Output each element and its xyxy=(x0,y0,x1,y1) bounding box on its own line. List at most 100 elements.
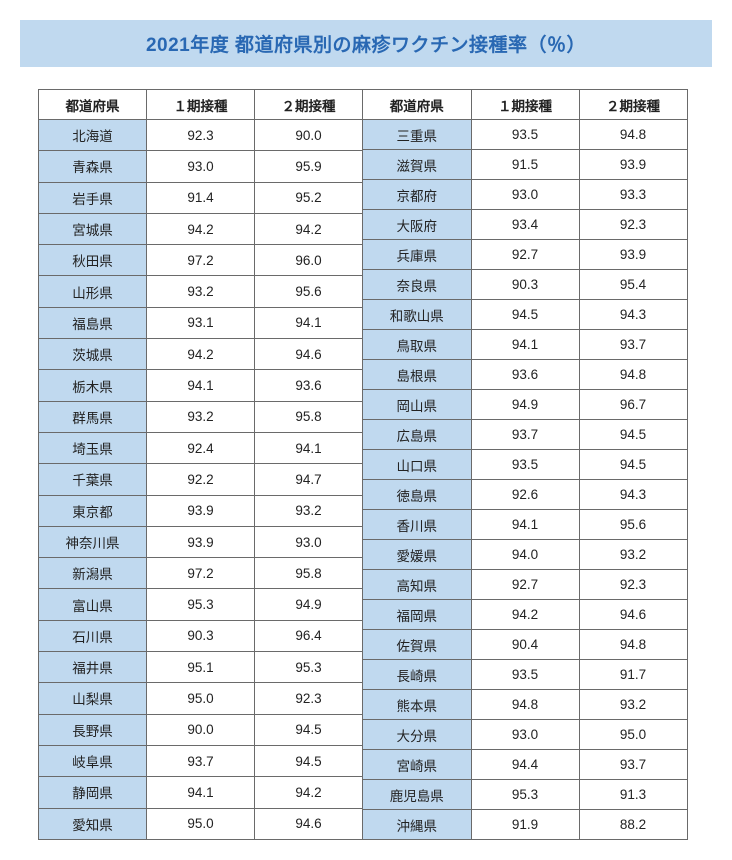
second-dose-cell: 95.6 xyxy=(579,510,687,540)
first-dose-cell: 91.5 xyxy=(471,150,579,180)
first-dose-cell: 93.2 xyxy=(147,276,255,307)
first-dose-cell: 91.4 xyxy=(147,182,255,213)
table-row: 青森県93.095.9 xyxy=(39,151,363,182)
table-row: 大阪府93.492.3 xyxy=(363,210,687,240)
first-dose-cell: 94.2 xyxy=(147,339,255,370)
first-dose-cell: 93.7 xyxy=(471,420,579,450)
second-dose-cell: 95.0 xyxy=(579,720,687,750)
table-row: 静岡県94.194.2 xyxy=(39,777,363,808)
prefecture-cell: 鳥取県 xyxy=(363,330,471,360)
table-row: 和歌山県94.594.3 xyxy=(363,300,687,330)
table-row: 秋田県97.296.0 xyxy=(39,245,363,276)
prefecture-cell: 愛媛県 xyxy=(363,540,471,570)
table-row: 岩手県91.495.2 xyxy=(39,182,363,213)
second-dose-cell: 93.3 xyxy=(579,180,687,210)
prefecture-cell: 沖縄県 xyxy=(363,810,471,840)
second-dose-cell: 90.0 xyxy=(255,120,363,151)
prefecture-cell: 広島県 xyxy=(363,420,471,450)
table-row: 島根県93.694.8 xyxy=(363,360,687,390)
first-dose-cell: 94.5 xyxy=(471,300,579,330)
vaccination-table-left: 都道府県 １期接種 ２期接種 北海道92.390.0青森県93.095.9岩手県… xyxy=(38,89,363,840)
table-row: 東京都93.993.2 xyxy=(39,495,363,526)
first-dose-cell: 95.1 xyxy=(147,652,255,683)
table-row: 鹿児島県95.391.3 xyxy=(363,780,687,810)
first-dose-cell: 91.9 xyxy=(471,810,579,840)
prefecture-cell: 京都府 xyxy=(363,180,471,210)
prefecture-cell: 群馬県 xyxy=(39,401,147,432)
prefecture-cell: 神奈川県 xyxy=(39,526,147,557)
table-row: 長野県90.094.5 xyxy=(39,714,363,745)
second-dose-cell: 94.1 xyxy=(255,432,363,463)
first-dose-cell: 97.2 xyxy=(147,245,255,276)
table-row: 福岡県94.294.6 xyxy=(363,600,687,630)
prefecture-cell: 茨城県 xyxy=(39,339,147,370)
second-dose-cell: 88.2 xyxy=(579,810,687,840)
prefecture-cell: 兵庫県 xyxy=(363,240,471,270)
first-dose-cell: 95.3 xyxy=(147,589,255,620)
prefecture-cell: 山口県 xyxy=(363,450,471,480)
prefecture-cell: 栃木県 xyxy=(39,370,147,401)
prefecture-cell: 佐賀県 xyxy=(363,630,471,660)
prefecture-cell: 島根県 xyxy=(363,360,471,390)
table-row: 佐賀県90.494.8 xyxy=(363,630,687,660)
first-dose-cell: 94.9 xyxy=(471,390,579,420)
second-dose-cell: 95.9 xyxy=(255,151,363,182)
first-dose-cell: 94.1 xyxy=(471,510,579,540)
table-row: 神奈川県93.993.0 xyxy=(39,526,363,557)
prefecture-cell: 三重県 xyxy=(363,120,471,150)
second-dose-cell: 93.9 xyxy=(579,150,687,180)
first-dose-cell: 93.1 xyxy=(147,307,255,338)
prefecture-cell: 山梨県 xyxy=(39,683,147,714)
second-dose-cell: 93.2 xyxy=(255,495,363,526)
second-dose-cell: 96.4 xyxy=(255,620,363,651)
first-dose-cell: 90.3 xyxy=(471,270,579,300)
table-row: 宮城県94.294.2 xyxy=(39,213,363,244)
vaccination-table-right: 都道府県 １期接種 ２期接種 三重県93.594.8滋賀県91.593.9京都府… xyxy=(363,89,688,840)
first-dose-cell: 94.1 xyxy=(147,777,255,808)
table-row: 山口県93.594.5 xyxy=(363,450,687,480)
first-dose-cell: 93.9 xyxy=(147,495,255,526)
table-row: 福島県93.194.1 xyxy=(39,307,363,338)
second-dose-cell: 96.0 xyxy=(255,245,363,276)
first-dose-cell: 95.0 xyxy=(147,808,255,839)
second-dose-cell: 95.6 xyxy=(255,276,363,307)
prefecture-cell: 長崎県 xyxy=(363,660,471,690)
second-dose-cell: 92.3 xyxy=(579,210,687,240)
header-first-dose: １期接種 xyxy=(147,90,255,120)
table-row: 石川県90.396.4 xyxy=(39,620,363,651)
second-dose-cell: 95.8 xyxy=(255,558,363,589)
second-dose-cell: 93.9 xyxy=(579,240,687,270)
first-dose-cell: 90.4 xyxy=(471,630,579,660)
prefecture-cell: 山形県 xyxy=(39,276,147,307)
table-row: 広島県93.794.5 xyxy=(363,420,687,450)
second-dose-cell: 94.6 xyxy=(255,339,363,370)
table-row: 福井県95.195.3 xyxy=(39,652,363,683)
second-dose-cell: 94.3 xyxy=(579,300,687,330)
second-dose-cell: 94.8 xyxy=(579,630,687,660)
prefecture-cell: 香川県 xyxy=(363,510,471,540)
first-dose-cell: 95.0 xyxy=(147,683,255,714)
table-row: 愛知県95.094.6 xyxy=(39,808,363,839)
second-dose-cell: 93.7 xyxy=(579,330,687,360)
first-dose-cell: 93.4 xyxy=(471,210,579,240)
prefecture-cell: 岡山県 xyxy=(363,390,471,420)
first-dose-cell: 93.9 xyxy=(147,526,255,557)
second-dose-cell: 94.8 xyxy=(579,360,687,390)
first-dose-cell: 93.5 xyxy=(471,660,579,690)
first-dose-cell: 94.2 xyxy=(471,600,579,630)
table-row: 徳島県92.694.3 xyxy=(363,480,687,510)
table-row: 茨城県94.294.6 xyxy=(39,339,363,370)
first-dose-cell: 92.6 xyxy=(471,480,579,510)
first-dose-cell: 93.5 xyxy=(471,450,579,480)
second-dose-cell: 95.4 xyxy=(579,270,687,300)
table-row: 奈良県90.395.4 xyxy=(363,270,687,300)
first-dose-cell: 93.5 xyxy=(471,120,579,150)
page-title: 2021年度 都道府県別の麻疹ワクチン接種率（％） xyxy=(20,20,712,67)
prefecture-cell: 富山県 xyxy=(39,589,147,620)
first-dose-cell: 92.7 xyxy=(471,240,579,270)
first-dose-cell: 92.4 xyxy=(147,432,255,463)
second-dose-cell: 92.3 xyxy=(255,683,363,714)
prefecture-cell: 石川県 xyxy=(39,620,147,651)
second-dose-cell: 94.8 xyxy=(579,120,687,150)
second-dose-cell: 92.3 xyxy=(579,570,687,600)
